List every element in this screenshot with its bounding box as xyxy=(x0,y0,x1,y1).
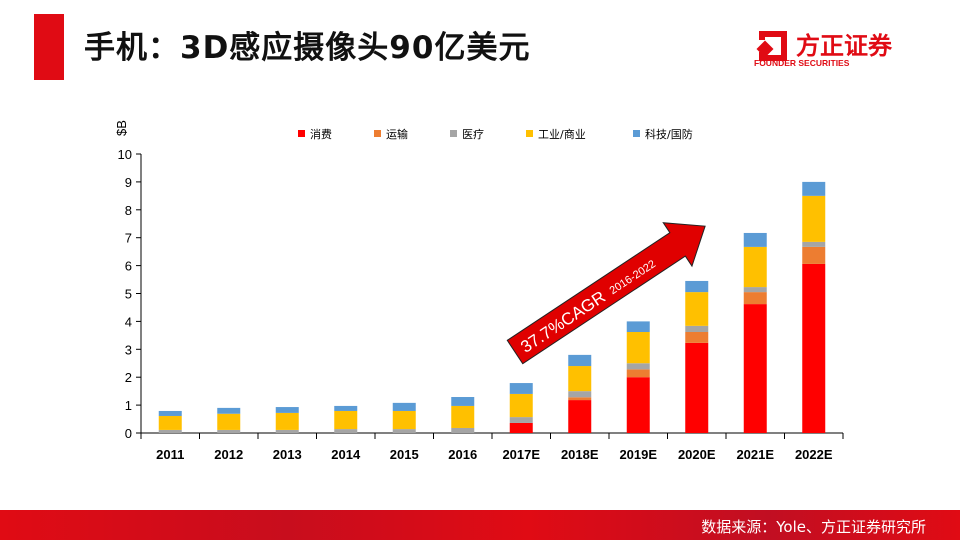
cagr-arrow-shape xyxy=(506,222,706,365)
bar-2018E-series-0 xyxy=(568,400,592,433)
y-tick-label: 9 xyxy=(125,175,132,190)
legend-label-0: 消费 xyxy=(310,127,332,141)
cagr-label: 37.7%CAGR xyxy=(517,287,609,357)
bar-2017E-series-3 xyxy=(509,393,533,418)
y-tick-label: 7 xyxy=(125,231,132,246)
logo-mark-icon xyxy=(756,31,787,61)
legend: 消费 运输 医疗 工业/商业 科技/国防 xyxy=(298,127,693,141)
x-tick-label: 2022E xyxy=(795,447,833,462)
x-tick-label: 2021E xyxy=(736,447,774,462)
page-title: 手机：3D感应摄像头90亿美元 xyxy=(84,30,531,66)
bar-2013-series-3 xyxy=(275,412,299,430)
x-tick-label: 2020E xyxy=(678,447,716,462)
logo-text-en: FOUNDER SECURITIES xyxy=(754,58,850,68)
bars xyxy=(158,181,826,433)
bar-2017E-series-0 xyxy=(509,422,533,433)
legend-swatch-2 xyxy=(450,130,457,137)
bar-2020E-series-4 xyxy=(685,280,709,293)
y-tick-label: 2 xyxy=(125,370,132,385)
legend-label-1: 运输 xyxy=(386,127,408,141)
axes: 0 1 2 3 4 5 6 7 8 9 10 2011 2012 2013 2014 2015 2016 2017… xyxy=(118,147,844,462)
bar-2016-series-3 xyxy=(451,405,475,428)
x-tick-label: 2016 xyxy=(448,447,477,462)
legend-swatch-3 xyxy=(526,130,533,137)
x-tick-label: 2011 xyxy=(156,447,184,462)
bar-2020E-series-3 xyxy=(685,292,709,326)
bar-2020E-series-0 xyxy=(685,342,709,433)
bar-2012-series-3 xyxy=(217,413,241,430)
source-note: 数据来源：Yole、方正证券研究所 xyxy=(701,518,926,536)
bar-2020E-series-2 xyxy=(685,325,709,333)
x-tick-label: 2018E xyxy=(561,447,599,462)
bar-2019E-series-0 xyxy=(626,377,650,433)
y-tick-label: 1 xyxy=(125,398,132,413)
bar-2018E-series-2 xyxy=(568,391,592,398)
bar-2011-series-3 xyxy=(158,415,182,430)
bar-2017E-series-2 xyxy=(509,417,533,423)
x-tick-label: 2013 xyxy=(273,447,302,462)
logo-text-cn: 方正证券 xyxy=(796,32,892,60)
bar-2021E-series-4 xyxy=(743,232,767,247)
title-accent-bar xyxy=(34,14,64,80)
bar-2021E-series-3 xyxy=(743,246,767,288)
bar-2015-series-3 xyxy=(392,410,416,430)
bar-2017E-series-4 xyxy=(509,383,533,394)
y-tick-label: 6 xyxy=(125,259,132,274)
bar-2019E-series-4 xyxy=(626,321,650,333)
bar-2013-series-4 xyxy=(275,407,299,413)
bar-2022E-series-4 xyxy=(802,181,826,196)
y-tick-label: 5 xyxy=(125,287,132,302)
y-tick-label: 10 xyxy=(118,147,132,162)
y-axis-label: $B xyxy=(114,120,129,136)
legend-label-2: 医疗 xyxy=(462,127,484,141)
legend-label-3: 工业/商业 xyxy=(538,127,586,141)
footer-bar: 数据来源：Yole、方正证券研究所 xyxy=(0,510,960,540)
x-tick-label: 2017E xyxy=(502,447,540,462)
bar-2018E-series-1 xyxy=(568,397,592,401)
bar-2018E-series-3 xyxy=(568,366,592,392)
legend-swatch-0 xyxy=(298,130,305,137)
legend-swatch-4 xyxy=(633,130,640,137)
bar-2015-series-4 xyxy=(392,402,416,411)
bar-2014-series-4 xyxy=(334,405,358,411)
legend-label-4: 科技/国防 xyxy=(645,127,693,141)
bar-2018E-series-4 xyxy=(568,354,592,367)
bar-2022E-series-3 xyxy=(802,195,826,242)
bar-2022E-series-2 xyxy=(802,241,826,247)
bar-2015-series-2 xyxy=(392,429,416,433)
x-tick-label: 2015 xyxy=(390,447,419,462)
bar-2014-series-3 xyxy=(334,410,358,430)
x-tick-label: 2012 xyxy=(214,447,243,462)
bar-2011-series-2 xyxy=(158,429,182,433)
x-tick-label: 2019E xyxy=(619,447,657,462)
bar-2011-series-4 xyxy=(158,410,182,416)
bar-2012-series-4 xyxy=(217,407,241,414)
bar-2016-series-4 xyxy=(451,397,475,406)
bar-2016-series-2 xyxy=(451,427,475,433)
bar-2012-series-2 xyxy=(217,429,241,433)
y-tick-label: 3 xyxy=(125,342,132,357)
bar-2020E-series-1 xyxy=(685,332,709,343)
bar-2021E-series-2 xyxy=(743,287,767,293)
bar-2014-series-2 xyxy=(334,429,358,433)
legend-swatch-1 xyxy=(374,130,381,137)
founder-logo: 方正证券 FOUNDER SECURITIES xyxy=(754,28,924,72)
y-tick-label: 4 xyxy=(125,314,132,329)
x-tick-label: 2014 xyxy=(331,447,361,462)
bar-2019E-series-3 xyxy=(626,332,650,364)
y-tick-label: 8 xyxy=(125,203,132,218)
bar-2021E-series-0 xyxy=(743,304,767,433)
bar-2021E-series-1 xyxy=(743,292,767,305)
bar-2022E-series-0 xyxy=(802,263,826,433)
bar-2019E-series-2 xyxy=(626,363,650,370)
y-tick-label: 0 xyxy=(125,426,132,441)
bar-2022E-series-1 xyxy=(802,246,826,264)
bar-2019E-series-1 xyxy=(626,369,650,378)
bar-2013-series-2 xyxy=(275,429,299,433)
